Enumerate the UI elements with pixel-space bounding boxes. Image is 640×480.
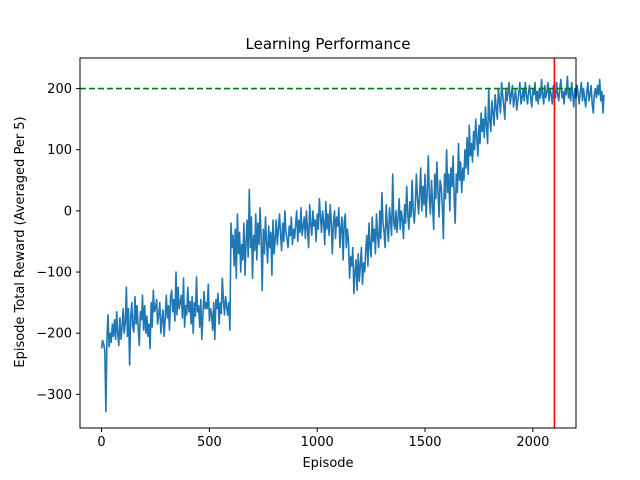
x-axis-title: Episode [302,456,353,471]
x-tick-label: 0 [97,435,105,450]
x-tick-label: 1500 [408,435,441,450]
chart-title: Learning Performance [246,35,411,53]
x-tick-label: 500 [197,435,222,450]
plot-area: 0 500 1000 1500 2000 −300 −200 −100 0 100 200 [36,57,605,450]
y-tick-label: −200 [36,327,72,342]
series-line-0 [100,75,605,413]
y-axis-title: Episode Total Reward (Averaged Per 5) [13,116,28,367]
plot-frame [79,57,577,429]
y-tick-label: 0 [64,204,72,219]
y-tick-label: −300 [36,388,72,403]
y-tick-label: −100 [36,266,72,281]
x-tick-label: 2000 [516,435,549,450]
y-tick-label: 200 [47,82,72,97]
y-tick-label: 100 [47,143,72,158]
x-tick-label: 1000 [301,435,334,450]
